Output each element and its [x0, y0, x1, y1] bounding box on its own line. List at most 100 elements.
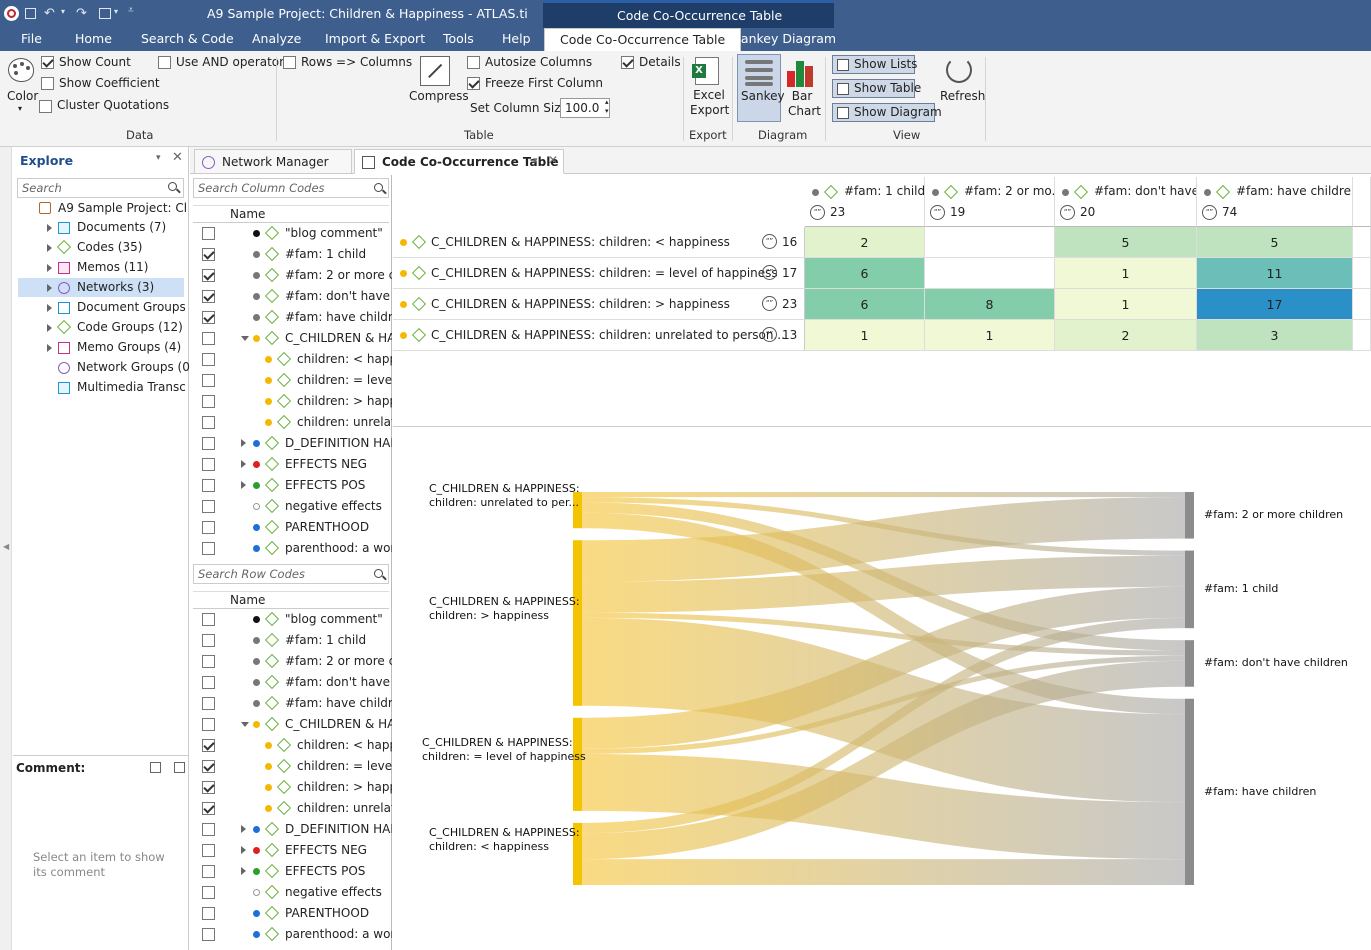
sankey-flow[interactable]: [582, 612, 1185, 656]
code-checkbox[interactable]: [202, 437, 215, 450]
code-checkbox[interactable]: [202, 613, 215, 626]
refresh-icon[interactable]: [946, 57, 972, 83]
menu-analyze[interactable]: Analyze: [252, 31, 302, 46]
code-checkbox[interactable]: [202, 907, 215, 920]
code-checkbox[interactable]: [202, 886, 215, 899]
tab-network-manager[interactable]: Network Manager: [194, 149, 352, 174]
expand-networks-icon[interactable]: [47, 284, 52, 292]
expand-icon[interactable]: [241, 439, 246, 447]
explore-search-input[interactable]: Search: [17, 178, 184, 198]
code-checkbox[interactable]: [202, 500, 215, 513]
save-icon[interactable]: [25, 8, 36, 19]
show-count-checkbox[interactable]: [41, 56, 54, 69]
menu-tools[interactable]: Tools: [443, 31, 474, 46]
expand-icon[interactable]: [241, 481, 246, 489]
code-list-row[interactable]: children: > happiness: [190, 777, 392, 798]
quick-access-menu-icon[interactable]: ⩡: [128, 5, 134, 16]
code-list-row[interactable]: #fam: 2 or more children: [190, 265, 392, 286]
code-checkbox[interactable]: [202, 269, 215, 282]
menu-sankey-diagram[interactable]: Sankey Diagram: [733, 31, 837, 46]
search-icon[interactable]: [374, 569, 383, 578]
bar-chart-icon[interactable]: [786, 59, 816, 87]
menu-help[interactable]: Help: [502, 31, 531, 46]
code-checkbox[interactable]: [202, 521, 215, 534]
table-cell[interactable]: 2: [1055, 320, 1197, 351]
code-list-row[interactable]: parenthood: a worthwhile: [190, 538, 392, 559]
sankey-target-node[interactable]: [1185, 550, 1194, 629]
table-cell[interactable]: 6: [805, 258, 925, 289]
expand-icon[interactable]: [241, 867, 246, 875]
collapse-icon[interactable]: [241, 336, 249, 341]
code-list-row[interactable]: #fam: don't have children: [190, 286, 392, 307]
sankey-source-node[interactable]: [573, 717, 582, 811]
table-column-header[interactable]: #fam: don't have... “” 20: [1055, 177, 1197, 227]
menu-home[interactable]: Home: [75, 31, 112, 46]
compress-icon[interactable]: [420, 56, 450, 86]
code-checkbox[interactable]: [202, 353, 215, 366]
table-column-header[interactable]: #fam: 1 child “” 23: [805, 177, 925, 227]
sankey-flow[interactable]: [582, 754, 1185, 860]
code-list-row[interactable]: #fam: 1 child: [190, 244, 392, 265]
table-row-header[interactable]: C_CHILDREN & HAPPINESS: children: < happ…: [393, 227, 805, 258]
code-list-row[interactable]: C_CHILDREN & HAPPINESS: [190, 714, 392, 735]
code-list-row[interactable]: children: = level of happiness: [190, 370, 392, 391]
code-checkbox[interactable]: [202, 739, 215, 752]
code-list-row[interactable]: children: > happiness: [190, 391, 392, 412]
table-cell[interactable]: 5: [1197, 227, 1353, 258]
expand-codes-icon[interactable]: [47, 244, 52, 252]
excel-icon[interactable]: X: [692, 57, 719, 85]
code-checkbox[interactable]: [202, 760, 215, 773]
code-list-row[interactable]: "blog comment": [190, 609, 392, 630]
code-list-row[interactable]: D_DEFINITION HAPPINESS: [190, 819, 392, 840]
code-checkbox[interactable]: [202, 865, 215, 878]
sankey-source-node[interactable]: [573, 540, 582, 706]
sankey-target-node[interactable]: [1185, 640, 1194, 687]
expand-icon[interactable]: [241, 846, 246, 854]
code-checkbox[interactable]: [202, 311, 215, 324]
code-list-row[interactable]: children: unrelated to personal happines…: [190, 798, 392, 819]
show-table-button[interactable]: Show Table: [832, 79, 921, 98]
tab-menu-icon[interactable]: ▾: [533, 156, 538, 166]
code-list-row[interactable]: negative effects: [190, 496, 392, 517]
code-checkbox[interactable]: [202, 479, 215, 492]
sankey-flow[interactable]: [582, 512, 1185, 715]
row-codes-header[interactable]: Name: [193, 591, 389, 609]
expand-left-icon[interactable]: ◀: [3, 542, 10, 551]
code-list-row[interactable]: #fam: 2 or more children: [190, 651, 392, 672]
code-checkbox[interactable]: [202, 542, 215, 555]
code-list-row[interactable]: #fam: 1 child: [190, 630, 392, 651]
search-icon[interactable]: [374, 183, 383, 192]
menu-import-export[interactable]: Import & Export: [325, 31, 426, 46]
code-checkbox[interactable]: [202, 634, 215, 647]
code-checkbox[interactable]: [202, 655, 215, 668]
table-cell[interactable]: 5: [1055, 227, 1197, 258]
code-checkbox[interactable]: [202, 823, 215, 836]
code-checkbox[interactable]: [202, 374, 215, 387]
expand-icon[interactable]: [241, 825, 246, 833]
code-checkbox[interactable]: [202, 458, 215, 471]
table-cell[interactable]: 6: [805, 289, 925, 320]
code-checkbox[interactable]: [202, 248, 215, 261]
code-list-row[interactable]: #fam: have children: [190, 307, 392, 328]
sankey-flow[interactable]: [582, 497, 1185, 582]
table-cell[interactable]: 1: [925, 320, 1055, 351]
code-list-row[interactable]: negative effects: [190, 882, 392, 903]
expand-memo-groups-icon[interactable]: [47, 344, 52, 352]
sankey-target-node[interactable]: [1185, 492, 1194, 539]
rows-columns-checkbox[interactable]: [283, 56, 296, 69]
code-checkbox[interactable]: [202, 718, 215, 731]
explore-item-documents[interactable]: Documents (7): [77, 220, 167, 234]
code-list-row[interactable]: #fam: have children: [190, 693, 392, 714]
explore-item-multimedia-transcriptions[interactable]: Multimedia Transcriptions: [77, 380, 185, 394]
table-row-header[interactable]: C_CHILDREN & HAPPINESS: children: > happ…: [393, 289, 805, 320]
table-cell[interactable]: 1: [1055, 258, 1197, 289]
code-list-row[interactable]: EFFECTS NEG: [190, 454, 392, 475]
layout-dropdown-icon[interactable]: ▾: [114, 7, 119, 16]
table-cell[interactable]: 17: [1197, 289, 1353, 320]
code-list-row[interactable]: PARENTHOOD: [190, 517, 392, 538]
table-cell[interactable]: 1: [805, 320, 925, 351]
column-size-input[interactable]: 100.0: [560, 98, 610, 118]
expand-code-groups-icon[interactable]: [47, 324, 52, 332]
close-icon[interactable]: ✕: [172, 150, 183, 165]
search-row-codes-input[interactable]: Search Row Codes: [193, 564, 389, 584]
